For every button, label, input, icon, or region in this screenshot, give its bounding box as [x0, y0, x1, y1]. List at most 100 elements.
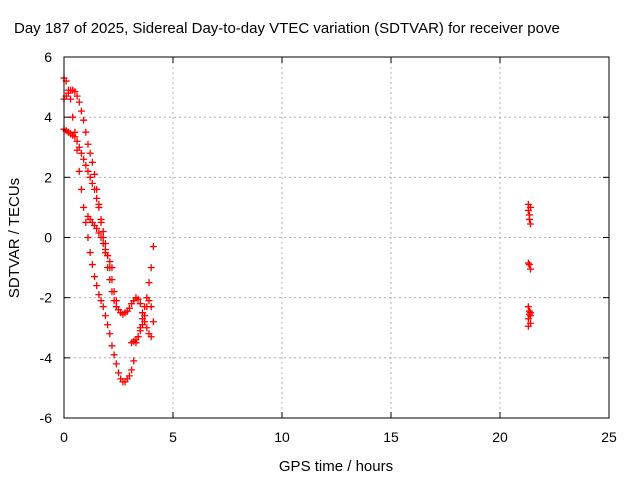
- data-point: [527, 309, 535, 317]
- data-point: [524, 303, 532, 311]
- data-point: [99, 240, 107, 248]
- data-point: [112, 297, 120, 305]
- data-point: [524, 259, 532, 267]
- data-point: [91, 170, 99, 178]
- data-point: [106, 258, 114, 266]
- data-point: [82, 161, 90, 169]
- chart-title: Day 187 of 2025, Sidereal Day-to-day VTE…: [14, 20, 560, 37]
- data-point: [80, 203, 88, 211]
- data-point: [145, 297, 153, 305]
- data-point: [108, 342, 116, 350]
- data-point: [101, 312, 109, 320]
- data-point: [149, 243, 157, 251]
- data-point: [104, 321, 112, 329]
- data-point: [149, 318, 157, 326]
- data-point: [134, 333, 142, 341]
- data-point: [147, 303, 155, 311]
- data-point: [138, 321, 146, 329]
- data-point: [97, 234, 105, 241]
- data-point: [77, 107, 85, 115]
- data-point: [115, 369, 122, 377]
- data-point: [125, 372, 133, 380]
- data-point: [91, 273, 99, 281]
- data-point: [82, 128, 90, 136]
- data-point: [524, 322, 532, 330]
- y-tick-label: 4: [44, 109, 52, 125]
- grid-lines: [64, 57, 609, 418]
- data-point: [524, 315, 532, 323]
- data-point: [88, 158, 96, 166]
- data-point: [527, 203, 535, 211]
- data-point: [106, 330, 114, 338]
- data-point: [112, 360, 120, 368]
- data-point: [73, 92, 81, 100]
- data-points: [60, 74, 535, 386]
- data-point: [91, 185, 99, 193]
- axis-ticks: 0 5 10 15 20 25 -6 -4 -2 0 2 4 6: [40, 49, 617, 445]
- data-point: [136, 327, 144, 335]
- x-tick-label: 10: [274, 429, 290, 445]
- data-point: [88, 261, 96, 269]
- y-axis-label: SDTVAR / TECUs: [6, 178, 23, 298]
- data-point: [525, 261, 533, 269]
- data-point: [136, 300, 144, 308]
- data-point: [80, 155, 88, 163]
- data-point: [108, 276, 116, 284]
- data-point: [147, 333, 155, 341]
- x-tick-label: 15: [383, 429, 399, 445]
- data-point: [88, 179, 96, 187]
- data-point: [75, 98, 83, 106]
- data-point: [145, 279, 153, 287]
- data-point: [97, 297, 105, 305]
- data-point: [71, 88, 79, 96]
- data-point: [527, 220, 535, 228]
- data-point: [75, 167, 83, 175]
- data-point: [125, 304, 133, 312]
- data-point: [73, 137, 81, 145]
- data-point: [141, 312, 149, 320]
- data-point: [99, 227, 107, 235]
- x-axis-label: GPS time / hours: [279, 458, 393, 475]
- data-point: [80, 116, 88, 124]
- data-point: [84, 167, 92, 175]
- data-point: [108, 264, 116, 272]
- data-point: [93, 224, 101, 232]
- data-point: [71, 133, 79, 141]
- data-point: [93, 194, 101, 202]
- x-tick-label: 20: [492, 429, 508, 445]
- data-point: [128, 366, 136, 374]
- data-point: [97, 215, 105, 223]
- data-point: [130, 357, 138, 365]
- data-point: [527, 265, 535, 273]
- data-point: [84, 140, 92, 148]
- data-point: [86, 149, 94, 157]
- data-point: [95, 203, 103, 211]
- y-tick-label: -6: [40, 410, 53, 426]
- data-point: [93, 282, 101, 290]
- data-point: [86, 249, 94, 257]
- data-point: [99, 303, 107, 311]
- data-point: [95, 291, 103, 299]
- data-point: [101, 246, 109, 254]
- data-point: [525, 215, 533, 223]
- y-tick-label: 6: [44, 49, 52, 65]
- data-point: [67, 95, 75, 103]
- data-point: [69, 113, 77, 121]
- data-point: [75, 143, 83, 151]
- y-tick-label: 0: [44, 230, 52, 246]
- x-tick-label: 0: [60, 429, 68, 445]
- data-point: [77, 185, 85, 193]
- data-point: [110, 288, 118, 296]
- data-point: [77, 149, 85, 157]
- y-tick-label: -2: [40, 290, 53, 306]
- data-point: [84, 234, 92, 241]
- data-point: [82, 218, 90, 226]
- data-point: [104, 252, 112, 260]
- data-point: [147, 264, 155, 272]
- data-point: [86, 173, 94, 181]
- x-tick-label: 5: [169, 429, 177, 445]
- data-point: [134, 295, 142, 303]
- data-point: [143, 324, 151, 332]
- data-point: [95, 229, 103, 237]
